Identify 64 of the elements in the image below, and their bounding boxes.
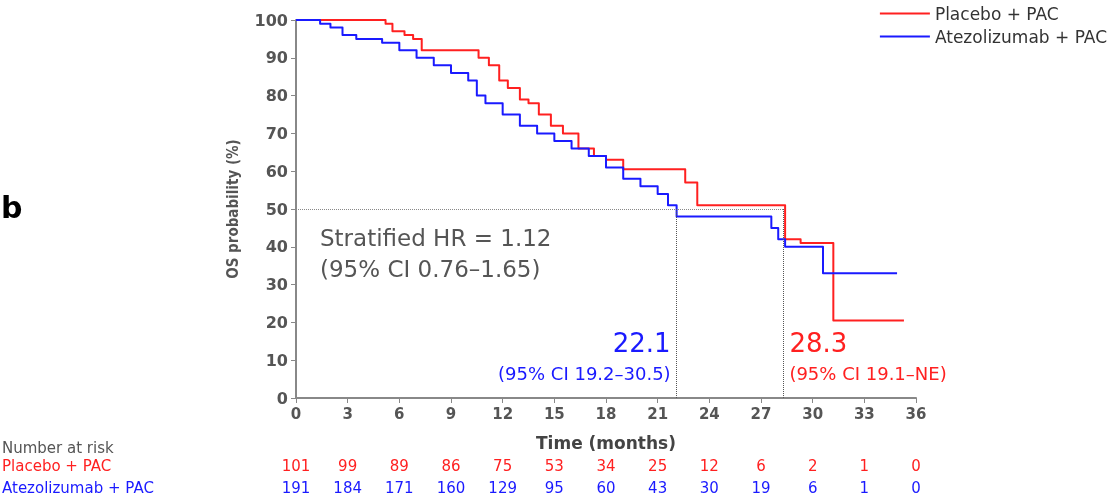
text: Placebo + PAC bbox=[2, 456, 112, 475]
x-tick-label: 0 bbox=[290, 404, 302, 423]
text: 0 bbox=[911, 456, 921, 475]
y-tick-label: 20 bbox=[265, 312, 288, 332]
text: 60 bbox=[596, 478, 616, 497]
text: 184 bbox=[333, 478, 362, 497]
x-axis-title: Time (months) bbox=[536, 432, 676, 453]
text: 1 bbox=[859, 456, 870, 475]
text: 171 bbox=[385, 478, 414, 497]
x-tick-label: 21 bbox=[647, 404, 669, 423]
y-tick-label: 80 bbox=[265, 86, 288, 106]
text: 0 bbox=[911, 478, 921, 497]
y-tick-label: 100 bbox=[254, 10, 288, 30]
y-tick-label: 10 bbox=[265, 350, 288, 370]
text: 19 bbox=[751, 478, 771, 497]
annotation: 28.3 bbox=[789, 328, 848, 358]
text: 129 bbox=[488, 478, 517, 497]
x-tick-label: 36 bbox=[905, 404, 927, 423]
annotation: (95% CI 0.76–1.65) bbox=[320, 255, 541, 282]
x-tick-label: 33 bbox=[853, 404, 875, 423]
y-tick-label: 60 bbox=[265, 161, 288, 181]
x-tick-label: 15 bbox=[543, 404, 565, 423]
text: 86 bbox=[441, 456, 461, 475]
text: 34 bbox=[596, 456, 616, 475]
annotation: (95% CI 19.1–NE) bbox=[789, 362, 947, 384]
x-tick-label: 27 bbox=[750, 404, 772, 423]
text: Atezolizumab + PAC bbox=[2, 478, 154, 497]
x-tick-label: 18 bbox=[595, 404, 617, 423]
text: 89 bbox=[389, 456, 409, 475]
y-tick-label: 40 bbox=[265, 237, 288, 257]
x-tick-label: 9 bbox=[445, 404, 457, 423]
x-tick-label: 6 bbox=[394, 404, 405, 423]
annotation: Stratified HR = 1.12 bbox=[320, 224, 552, 251]
text: 30 bbox=[699, 478, 719, 497]
legend-label: Atezolizumab + PAC bbox=[934, 26, 1107, 47]
text: 43 bbox=[648, 478, 668, 497]
annotation: 22.1 bbox=[612, 328, 671, 358]
y-tick-label: 50 bbox=[265, 199, 288, 219]
legend-label: Placebo + PAC bbox=[934, 3, 1059, 24]
annotation: (95% CI 19.2–30.5) bbox=[498, 362, 671, 384]
text: 1 bbox=[859, 478, 870, 497]
y-tick-label: 70 bbox=[265, 123, 288, 143]
x-tick-label: 24 bbox=[698, 404, 720, 423]
text: Number at risk bbox=[2, 438, 115, 457]
y-tick-label: 0 bbox=[276, 388, 288, 408]
x-tick-label: 30 bbox=[802, 404, 824, 423]
text: 99 bbox=[338, 456, 358, 475]
text: b bbox=[1, 189, 23, 225]
text: 75 bbox=[493, 456, 513, 475]
text: 6 bbox=[807, 478, 818, 497]
text: 53 bbox=[544, 456, 564, 475]
text: 2 bbox=[807, 456, 818, 475]
text: 160 bbox=[436, 478, 466, 497]
y-tick-label: 90 bbox=[265, 48, 288, 68]
text: 95 bbox=[544, 478, 564, 497]
x-tick-label: 3 bbox=[342, 404, 353, 423]
x-tick-label: 12 bbox=[492, 404, 514, 423]
text: 25 bbox=[648, 456, 668, 475]
text: 6 bbox=[756, 456, 766, 475]
y-tick-label: 30 bbox=[265, 275, 288, 295]
y-axis-title: OS probability (%) bbox=[223, 139, 242, 279]
text: 12 bbox=[699, 456, 719, 475]
text: 191 bbox=[281, 478, 311, 497]
text: 101 bbox=[281, 456, 311, 475]
